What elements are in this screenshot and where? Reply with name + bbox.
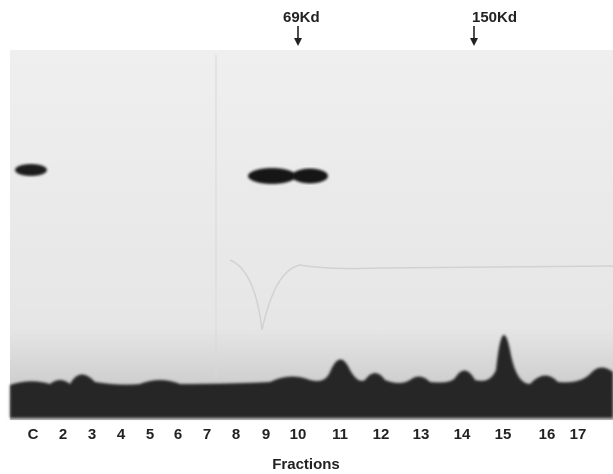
- lane-label: 16: [539, 426, 556, 443]
- gel-background: [10, 50, 613, 420]
- axis-label: Fractions: [272, 456, 340, 473]
- lane-label: 12: [373, 426, 390, 443]
- lane-label: 10: [290, 426, 307, 443]
- lane-label: 2: [59, 426, 67, 443]
- band-control: [15, 164, 47, 176]
- lane-label: 14: [454, 426, 471, 443]
- lane-label: 11: [332, 426, 348, 443]
- band-lane-10: [292, 168, 328, 184]
- lane-label: 8: [232, 426, 240, 443]
- lane-label: 9: [262, 426, 270, 443]
- gel-artifact: [229, 259, 613, 331]
- marker-label: 150Kd: [472, 9, 517, 26]
- marker-arrows: [294, 26, 478, 46]
- lane-label: 5: [146, 426, 154, 443]
- band-lane-9: [248, 168, 296, 184]
- lane-label: 7: [203, 426, 211, 443]
- lane-label: 15: [495, 426, 512, 443]
- lane-labels: C 2 3 4 5 6 7 8 9 10 11 12 13 14 15 16 17: [28, 426, 587, 443]
- dye-front: [10, 334, 613, 418]
- lane-label: C: [28, 426, 39, 443]
- lane-label: 4: [117, 426, 126, 443]
- lane-label: 3: [88, 426, 96, 443]
- lane-label: 6: [174, 426, 182, 443]
- lane-label: 17: [570, 426, 587, 443]
- marker-label: 69Kd: [283, 9, 320, 26]
- lane-label: 13: [413, 426, 430, 443]
